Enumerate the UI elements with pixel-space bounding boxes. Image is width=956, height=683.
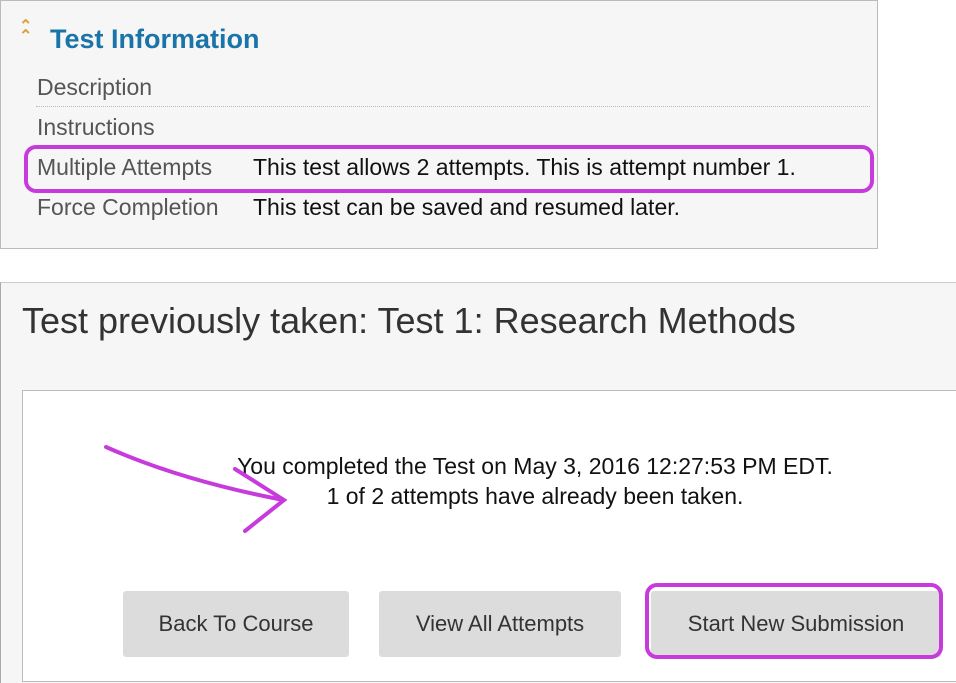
back-to-course-button[interactable]: Back To Course [123, 591, 349, 657]
label-force-completion: Force Completion [37, 194, 219, 220]
value-force-completion: This test can be saved and resumed later… [253, 194, 681, 220]
annotation-highlight-start-button [645, 583, 943, 659]
value-multiple-attempts: This test allows 2 attempts. This is att… [253, 154, 796, 180]
label-multiple-attempts: Multiple Attempts [37, 154, 213, 180]
annotation-highlight-attempts [24, 145, 874, 193]
start-new-submission-button[interactable]: Start New Submission [651, 591, 941, 657]
attempts-message: 1 of 2 attempts have already been taken. [326, 483, 744, 509]
test-information-title: Test Information [50, 24, 260, 54]
completion-message: You completed the Test on May 3, 2016 12… [237, 453, 833, 479]
view-all-attempts-button[interactable]: View All Attempts [379, 591, 621, 657]
page-title: Test previously taken: Test 1: Research … [22, 300, 796, 341]
double-chevron-up-icon[interactable]: ⌃ ⌃ [19, 18, 33, 45]
divider [36, 106, 870, 107]
label-instructions: Instructions [37, 114, 155, 140]
test-information-panel [0, 0, 878, 249]
label-description: Description [37, 74, 153, 100]
